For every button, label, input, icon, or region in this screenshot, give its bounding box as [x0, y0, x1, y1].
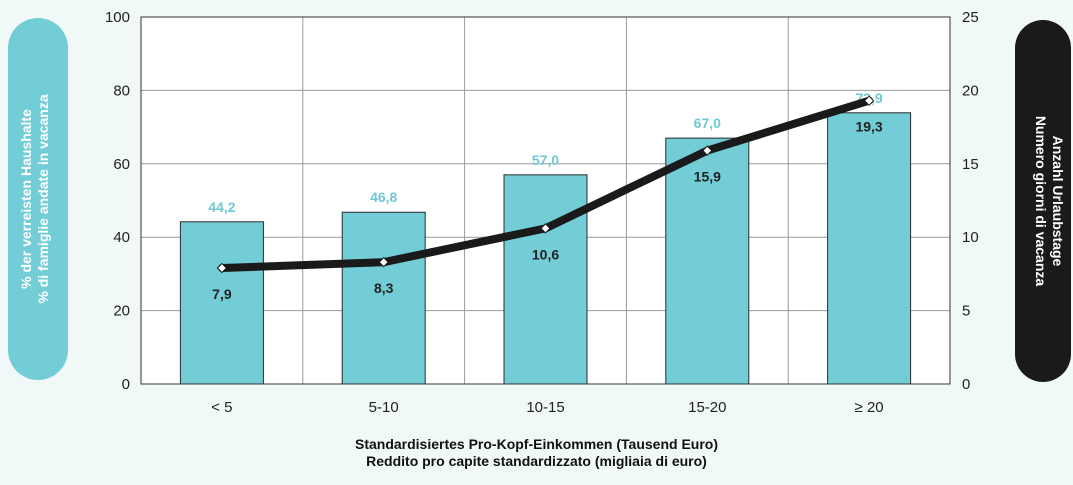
- right-axis-title: Numero giorni di vacanza: [1033, 116, 1049, 287]
- right-axis-pill: [1015, 20, 1071, 382]
- line-point-marker: [216, 262, 228, 274]
- line-value-label: 8,3: [374, 280, 394, 296]
- bar-value-label: 44,2: [208, 199, 235, 215]
- left-axis-title: % di famiglie andate in vacanza: [35, 94, 51, 304]
- bar-value-label: 67,0: [694, 115, 721, 131]
- y-right-tick-label: 0: [962, 376, 970, 393]
- left-axis-title: % der verreisten Haushalte: [18, 109, 34, 289]
- bar: [827, 112, 912, 385]
- x-tick-label: ≥ 20: [855, 399, 884, 416]
- x-tick-label: < 5: [211, 399, 232, 416]
- bar: [665, 137, 750, 385]
- y-right-tick-label: 10: [962, 229, 979, 246]
- x-tick-label: 10-15: [526, 399, 564, 416]
- bar: [503, 174, 588, 385]
- bar: [341, 211, 426, 385]
- combo-chart: 44,246,857,067,073,97,98,310,615,919,302…: [8, 9, 1071, 416]
- line-value-label: 7,9: [212, 286, 232, 302]
- x-axis-title: Standardisiertes Pro-Kopf-Einkommen (Tau…: [0, 436, 1073, 470]
- y-right-tick-label: 20: [962, 82, 979, 99]
- y-left-tick-label: 20: [113, 303, 130, 320]
- x-axis-title-de: Standardisiertes Pro-Kopf-Einkommen (Tau…: [354, 436, 718, 452]
- y-left-tick-label: 0: [122, 376, 130, 393]
- left-axis-pill: [8, 18, 68, 380]
- y-right-tick-label: 15: [962, 156, 979, 173]
- x-tick-label: 15-20: [688, 399, 726, 416]
- bar: [179, 221, 264, 385]
- y-left-tick-label: 60: [113, 156, 130, 173]
- y-left-tick-label: 40: [113, 229, 130, 246]
- right-axis-title: Anzahl Urlaubstage: [1050, 136, 1066, 267]
- plot-frame: [140, 16, 951, 385]
- line-value-label: 19,3: [855, 119, 882, 135]
- line-value-label: 10,6: [532, 246, 559, 262]
- bar-value-label: 46,8: [370, 189, 397, 205]
- y-right-tick-label: 5: [962, 303, 970, 320]
- y-right-tick-label: 25: [962, 9, 979, 26]
- line-point-marker: [702, 145, 713, 156]
- line-point-marker: [863, 95, 875, 106]
- x-tick-label: 5-10: [369, 399, 399, 416]
- bar-value-label: 57,0: [532, 152, 559, 168]
- y-left-tick-label: 100: [105, 9, 130, 26]
- line-point-marker: [378, 256, 389, 268]
- y-left-tick-label: 80: [113, 82, 130, 99]
- line-point-marker: [540, 223, 551, 234]
- x-axis-title-it: Reddito pro capite standardizzato (migli…: [366, 453, 707, 469]
- line-value-label: 15,9: [694, 169, 721, 185]
